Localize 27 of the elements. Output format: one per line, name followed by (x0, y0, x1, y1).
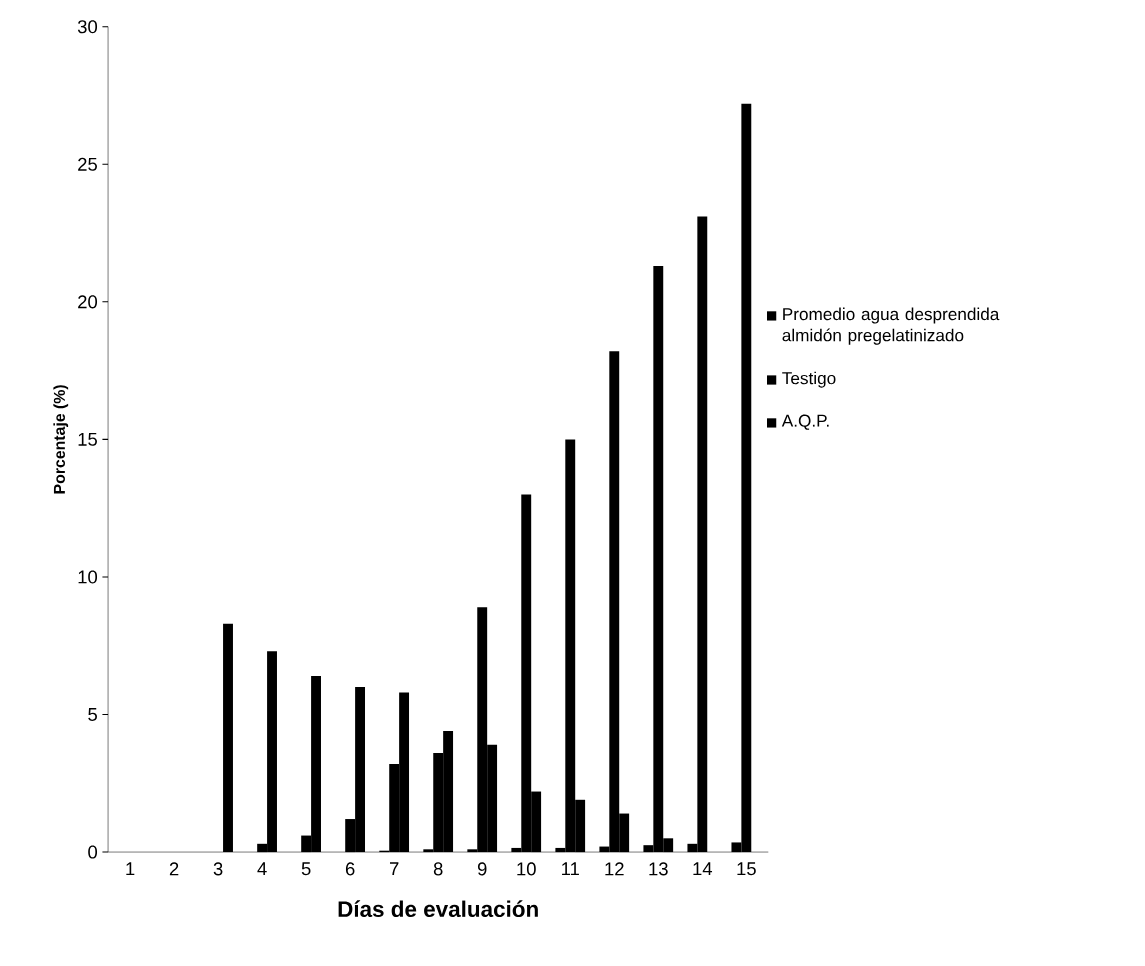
y-tick-label: 0 (88, 845, 98, 859)
x-tick-label: 6 (345, 862, 355, 876)
x-tick-label: 15 (737, 862, 756, 876)
y-tick-label: 25 (78, 157, 97, 172)
x-tick-label: 4 (257, 862, 267, 876)
x-tick-label: 8 (433, 862, 443, 876)
legend-label: A.Q.P. (781, 414, 829, 431)
legend-label: Promedio agua desprendida almidón pregelatinizado (782, 307, 1000, 345)
x-tick-label: 2 (169, 862, 179, 876)
x-tick-label: 12 (605, 862, 624, 876)
y-axis-title: Porcentaje (%) (53, 385, 69, 494)
y-tick-label: 10 (78, 570, 98, 584)
y-tick-label: 5 (88, 708, 97, 722)
x-tick-label: 3 (213, 862, 223, 876)
x-tick-label: 7 (389, 862, 399, 876)
legend-label: Testigo (782, 371, 836, 388)
x-tick-label: 5 (301, 862, 311, 876)
x-tick-label: 11 (562, 862, 579, 876)
x-axis-title: Días de evaluación (338, 900, 538, 918)
y-tick-label: 30 (77, 20, 98, 34)
x-tick-label: 14 (693, 862, 713, 876)
x-tick-label: 10 (517, 862, 536, 876)
x-tick-label: 13 (649, 862, 668, 876)
x-tick-label: 9 (477, 862, 487, 876)
y-tick-label: 15 (78, 433, 97, 447)
y-tick-label: 20 (78, 295, 98, 309)
x-tick-label: 1 (126, 862, 135, 876)
